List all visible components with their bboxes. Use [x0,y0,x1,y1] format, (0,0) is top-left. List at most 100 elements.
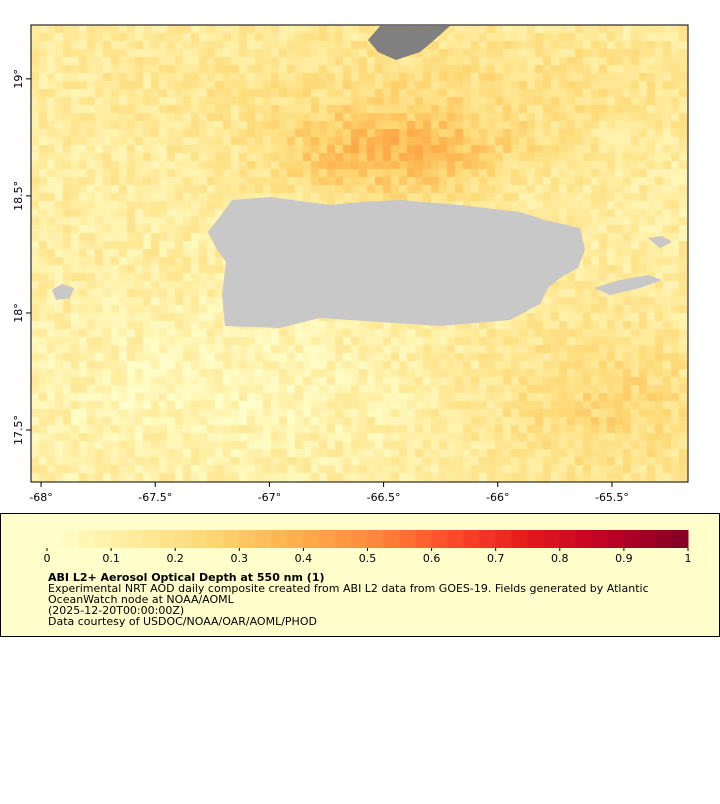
colorbar-step [591,530,609,548]
field-cell [255,409,263,417]
field-cell [199,233,207,241]
field-cell [279,425,287,433]
field-cell [39,313,47,321]
field-cell [159,425,167,433]
field-cell [279,113,287,121]
field-cell [663,81,671,89]
field-cell [375,169,383,177]
field-cell [527,25,535,33]
colorbar-step [479,530,497,548]
field-cell [151,385,159,393]
field-cell [543,337,551,345]
field-cell [631,177,639,185]
field-cell [279,393,287,401]
field-cell [279,169,287,177]
field-cell [575,161,583,169]
y-tick-label: 18° [12,303,25,323]
field-cell [567,137,575,145]
field-cell [367,25,375,33]
field-cell [383,321,391,329]
field-cell [583,129,591,137]
field-cell [351,361,359,369]
field-cell [271,345,279,353]
field-cell [607,169,615,177]
field-cell [263,81,271,89]
field-cell [183,297,191,305]
field-cell [647,401,655,409]
field-cell [223,49,231,57]
field-cell [39,249,47,257]
field-cell [447,33,455,41]
field-cell [655,73,663,81]
field-cell [199,305,207,313]
field-cell [87,217,95,225]
field-cell [567,217,575,225]
field-cell [47,33,55,41]
field-cell [583,353,591,361]
field-cell [55,209,63,217]
field-cell [639,217,647,225]
field-cell [231,129,239,137]
field-cell [367,433,375,441]
field-cell [543,417,551,425]
field-cell [567,433,575,441]
field-cell [223,89,231,97]
field-cell [559,121,567,129]
field-cell [255,345,263,353]
field-cell [199,377,207,385]
field-cell [135,137,143,145]
field-cell [39,65,47,73]
field-cell [607,457,615,465]
field-cell [271,137,279,145]
field-cell [671,465,679,473]
field-cell [71,297,79,305]
field-cell [199,153,207,161]
field-cell [399,369,407,377]
field-cell [39,225,47,233]
field-cell [255,185,263,193]
field-cell [39,257,47,265]
field-cell [607,361,615,369]
field-cell [463,97,471,105]
field-cell [655,353,663,361]
field-cell [655,465,663,473]
field-cell [607,465,615,473]
field-cell [399,329,407,337]
field-cell [479,385,487,393]
field-cell [135,465,143,473]
field-cell [679,441,687,449]
field-cell [295,97,303,105]
field-cell [399,153,407,161]
field-cell [463,185,471,193]
field-cell [319,169,327,177]
field-cell [567,65,575,73]
field-cell [631,113,639,121]
field-cell [223,409,231,417]
field-cell [55,153,63,161]
field-cell [607,105,615,113]
field-cell [639,89,647,97]
field-cell [487,465,495,473]
field-cell [271,153,279,161]
field-cell [375,465,383,473]
field-cell [479,41,487,49]
field-cell [671,73,679,81]
field-cell [335,121,343,129]
field-cell [559,137,567,145]
field-cell [415,137,423,145]
field-cell [143,321,151,329]
field-cell [495,457,503,465]
field-cell [559,305,567,313]
field-cell [615,161,623,169]
field-cell [383,145,391,153]
field-cell [575,401,583,409]
field-cell [535,121,543,129]
field-cell [455,393,463,401]
field-cell [511,113,519,121]
field-cell [207,337,215,345]
field-cell [599,273,607,281]
field-cell [527,97,535,105]
field-cell [511,177,519,185]
field-cell [359,185,367,193]
field-cell [335,169,343,177]
